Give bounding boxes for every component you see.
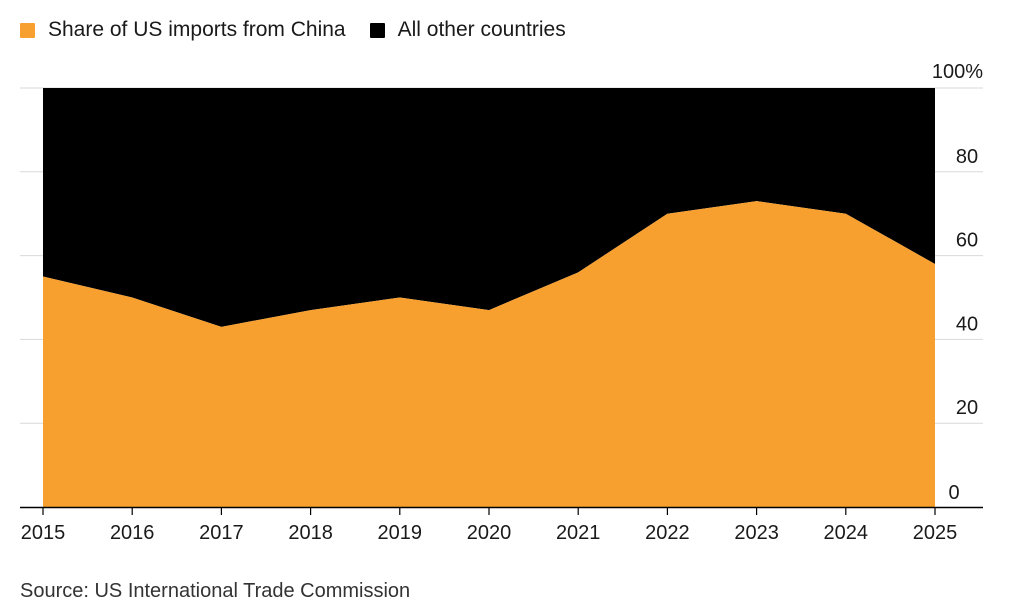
source-note: Source: US International Trade Commissio… — [20, 577, 410, 605]
x-tick-label-2015: 2015 — [21, 522, 66, 544]
x-tick-label-2024: 2024 — [824, 522, 869, 544]
x-tick-label-2025: 2025 — [913, 522, 958, 544]
x-tick-label-2019: 2019 — [378, 522, 423, 544]
y-tick-label-60: 60 — [956, 230, 978, 252]
x-tick-label-2016: 2016 — [110, 522, 155, 544]
x-tick-label-2018: 2018 — [288, 522, 333, 544]
y-tick-label-0: 0 — [948, 482, 959, 504]
x-tick-label-2017: 2017 — [199, 522, 244, 544]
y-tick-label-20: 20 — [956, 397, 978, 419]
x-tick-label-2020: 2020 — [467, 522, 512, 544]
y-tick-label-80: 80 — [956, 146, 978, 168]
y-tick-label-100: 100% — [932, 61, 983, 83]
x-tick-label-2022: 2022 — [645, 522, 690, 544]
y-tick-label-40: 40 — [956, 313, 978, 335]
x-tick-label-2021: 2021 — [556, 522, 601, 544]
x-tick-label-2023: 2023 — [734, 522, 779, 544]
